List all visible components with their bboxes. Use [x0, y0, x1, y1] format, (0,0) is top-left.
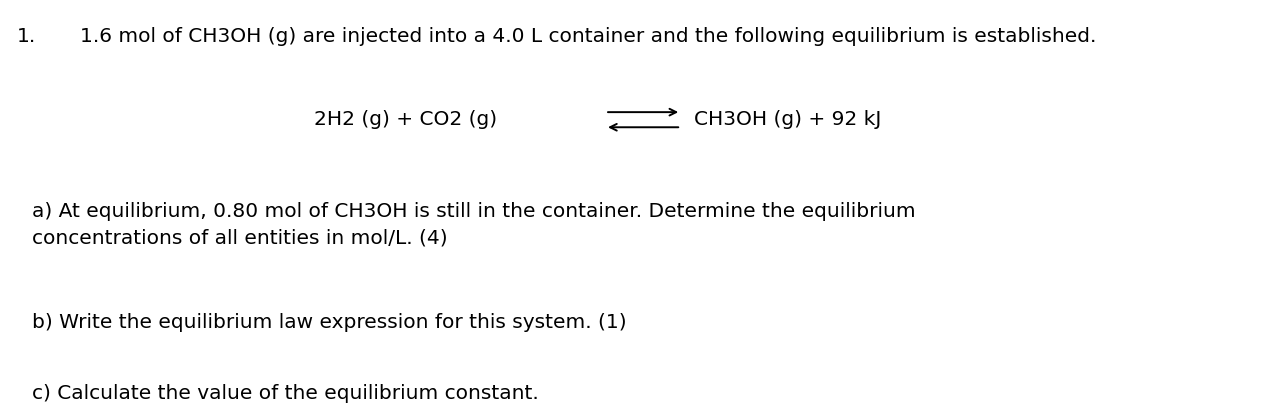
Text: 1.: 1. — [16, 27, 35, 46]
Text: 1.6 mol of CH3OH (g) are injected into a 4.0 L container and the following equil: 1.6 mol of CH3OH (g) are injected into a… — [80, 27, 1096, 46]
Text: a) At equilibrium, 0.80 mol of CH3OH is still in the container. Determine the eq: a) At equilibrium, 0.80 mol of CH3OH is … — [32, 202, 915, 248]
Text: 2H2 (g) + CO2 (g): 2H2 (g) + CO2 (g) — [314, 110, 498, 129]
Text: c) Calculate the value of the equilibrium constant.: c) Calculate the value of the equilibriu… — [32, 384, 538, 403]
Text: b) Write the equilibrium law expression for this system. (1): b) Write the equilibrium law expression … — [32, 313, 627, 332]
Text: CH3OH (g) + 92 kJ: CH3OH (g) + 92 kJ — [694, 110, 881, 129]
